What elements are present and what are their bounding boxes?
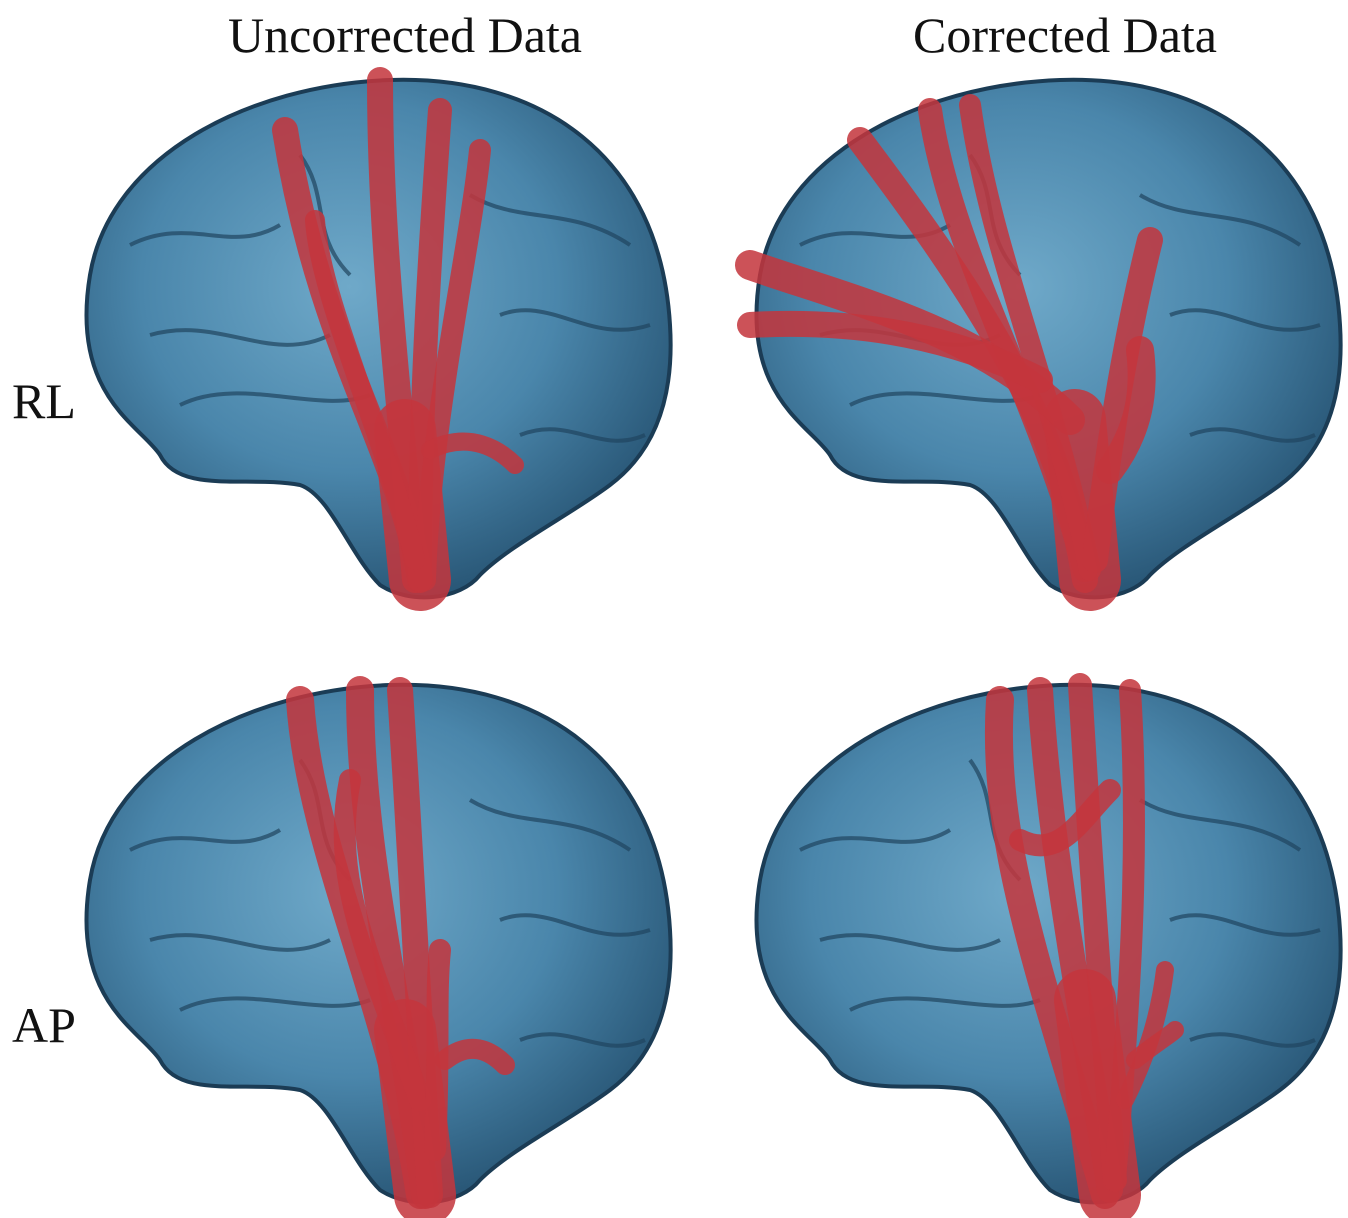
column-header: Corrected Data [913,7,1217,63]
figure: Uncorrected Data Corrected Data RL AP [0,0,1348,1218]
column-header: Uncorrected Data [228,7,582,63]
row-label: AP [12,997,76,1053]
row-label: RL [12,373,76,429]
